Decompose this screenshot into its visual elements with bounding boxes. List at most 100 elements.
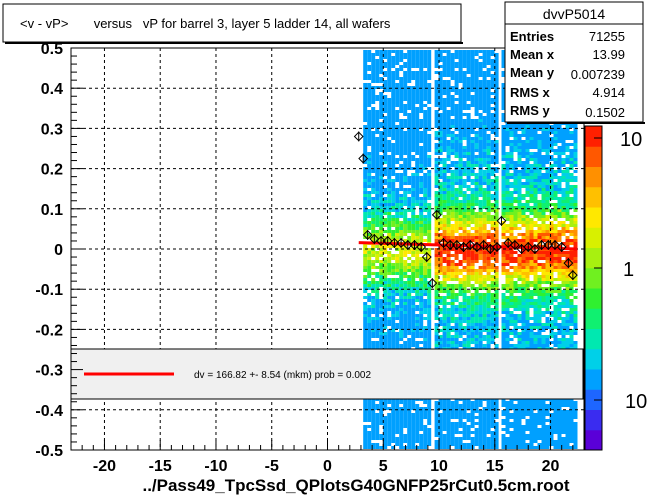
heatmap-cell bbox=[517, 332, 522, 335]
heatmap-cell bbox=[427, 443, 432, 446]
heatmap-cell bbox=[442, 173, 447, 176]
heatmap-cell bbox=[521, 161, 526, 164]
heatmap-cell bbox=[427, 284, 432, 287]
heatmap-cell bbox=[474, 200, 479, 203]
heatmap-cell bbox=[415, 149, 420, 152]
heatmap-cell bbox=[529, 173, 534, 176]
heatmap-cell bbox=[494, 170, 499, 173]
heatmap-cell bbox=[505, 230, 510, 233]
heatmap-cell bbox=[438, 440, 443, 443]
heatmap-cell bbox=[427, 341, 432, 344]
heatmap-cell bbox=[403, 305, 408, 308]
heatmap-cell bbox=[450, 401, 455, 404]
heatmap-cell bbox=[513, 437, 518, 440]
heatmap-cell bbox=[442, 218, 447, 221]
heatmap-cell bbox=[458, 77, 463, 80]
heatmap-cell bbox=[419, 200, 424, 203]
heatmap-cell bbox=[525, 302, 530, 305]
heatmap-cell bbox=[494, 275, 499, 278]
heatmap-cell bbox=[395, 173, 400, 176]
heatmap-cell bbox=[391, 302, 396, 305]
heatmap-cell bbox=[438, 86, 443, 89]
heatmap-cell bbox=[501, 233, 506, 236]
heatmap-cell bbox=[454, 269, 459, 272]
heatmap-cell bbox=[525, 206, 530, 209]
heatmap-cell bbox=[371, 332, 376, 335]
heatmap-cell bbox=[371, 317, 376, 320]
heatmap-cell bbox=[458, 143, 463, 146]
heatmap-cell bbox=[395, 92, 400, 95]
heatmap-cell bbox=[446, 302, 451, 305]
heatmap-cell bbox=[458, 218, 463, 221]
heatmap-cell bbox=[509, 320, 514, 323]
heatmap-cell bbox=[391, 263, 396, 266]
heatmap-cell bbox=[375, 182, 380, 185]
heatmap-cell bbox=[529, 431, 534, 434]
heatmap-cell bbox=[403, 251, 408, 254]
heatmap-cell bbox=[517, 284, 522, 287]
heatmap-cell bbox=[529, 224, 534, 227]
heatmap-cell bbox=[399, 107, 404, 110]
heatmap-cell bbox=[501, 308, 506, 311]
heatmap-cell bbox=[391, 116, 396, 119]
heatmap-cell bbox=[399, 158, 404, 161]
heatmap-cell bbox=[403, 329, 408, 332]
heatmap-cell bbox=[494, 314, 499, 317]
heatmap-cell bbox=[458, 314, 463, 317]
heatmap-cell bbox=[529, 176, 534, 179]
heatmap-cell bbox=[395, 188, 400, 191]
heatmap-cell bbox=[482, 149, 487, 152]
heatmap-cell bbox=[407, 290, 412, 293]
heatmap-cell bbox=[466, 71, 471, 74]
heatmap-cell bbox=[454, 404, 459, 407]
heatmap-cell bbox=[367, 419, 372, 422]
heatmap-cell bbox=[509, 311, 514, 314]
heatmap-cell bbox=[474, 314, 479, 317]
heatmap-cell bbox=[391, 338, 396, 341]
heatmap-cell bbox=[470, 305, 475, 308]
heatmap-cell bbox=[427, 218, 432, 221]
heatmap-cell bbox=[490, 98, 495, 101]
heatmap-cell bbox=[407, 326, 412, 329]
heatmap-cell bbox=[438, 251, 443, 254]
heatmap-cell bbox=[478, 158, 483, 161]
heatmap-cell bbox=[434, 92, 439, 95]
heatmap-cell bbox=[490, 125, 495, 128]
heatmap-cell bbox=[470, 131, 475, 134]
heatmap-cell bbox=[411, 332, 416, 335]
heatmap-cell bbox=[458, 131, 463, 134]
heatmap-cell bbox=[482, 146, 487, 149]
heatmap-cell bbox=[529, 323, 534, 326]
heatmap-cell bbox=[458, 239, 463, 242]
heatmap-cell bbox=[521, 275, 526, 278]
heatmap-cell bbox=[537, 146, 542, 149]
heatmap-cell bbox=[482, 110, 487, 113]
heatmap-cell bbox=[494, 86, 499, 89]
heatmap-cell bbox=[470, 416, 475, 419]
heatmap-cell bbox=[450, 131, 455, 134]
heatmap-cell bbox=[442, 335, 447, 338]
heatmap-cell bbox=[478, 275, 483, 278]
heatmap-cell bbox=[486, 125, 491, 128]
heatmap-cell bbox=[442, 440, 447, 443]
heatmap-cell bbox=[513, 179, 518, 182]
heatmap-cell bbox=[458, 167, 463, 170]
heatmap-cell bbox=[482, 197, 487, 200]
heatmap-cell bbox=[462, 86, 467, 89]
heatmap-cell bbox=[399, 50, 404, 53]
heatmap-cell bbox=[482, 182, 487, 185]
heatmap-cell bbox=[379, 149, 384, 152]
heatmap-cell bbox=[363, 209, 368, 212]
heatmap-cell bbox=[407, 101, 412, 104]
heatmap-cell bbox=[407, 428, 412, 431]
heatmap-cell bbox=[419, 335, 424, 338]
heatmap-cell bbox=[466, 155, 471, 158]
heatmap-cell bbox=[423, 218, 428, 221]
heatmap-cell bbox=[442, 338, 447, 341]
heatmap-cell bbox=[407, 179, 412, 182]
heatmap-cell bbox=[446, 122, 451, 125]
heatmap-cell bbox=[505, 161, 510, 164]
heatmap-cell bbox=[423, 266, 428, 269]
heatmap-cell bbox=[486, 230, 491, 233]
heatmap-cell bbox=[458, 302, 463, 305]
